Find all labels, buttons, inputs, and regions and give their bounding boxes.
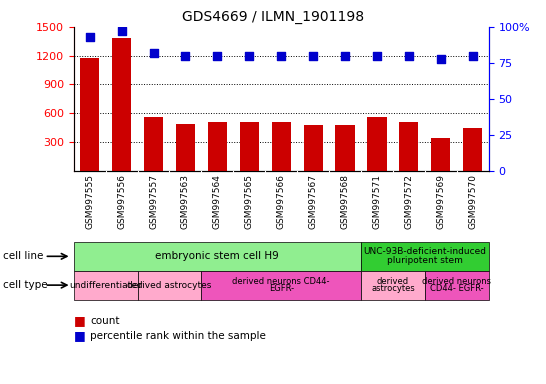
Text: percentile rank within the sample: percentile rank within the sample	[90, 331, 266, 341]
Point	[341, 53, 349, 59]
Text: EGFR-: EGFR-	[269, 285, 294, 293]
Text: astrocytes: astrocytes	[371, 285, 415, 293]
Text: GSM997566: GSM997566	[277, 174, 286, 229]
Text: GSM997571: GSM997571	[372, 174, 382, 229]
Point	[149, 50, 158, 56]
Text: UNC-93B-deficient-induced: UNC-93B-deficient-induced	[363, 247, 486, 256]
Bar	[176, 124, 195, 171]
Point	[85, 34, 94, 40]
Text: ■: ■	[74, 329, 86, 343]
Text: GSM997555: GSM997555	[85, 174, 94, 229]
Text: count: count	[90, 316, 120, 326]
Text: GSM997563: GSM997563	[181, 174, 190, 229]
Text: embryonic stem cell H9: embryonic stem cell H9	[156, 251, 279, 262]
Text: derived neurons: derived neurons	[422, 277, 491, 286]
Text: cell type: cell type	[3, 280, 48, 290]
Point	[245, 53, 254, 59]
Point	[213, 53, 222, 59]
Text: cell line: cell line	[3, 251, 43, 262]
Text: GSM997564: GSM997564	[213, 174, 222, 229]
Point	[308, 53, 317, 59]
Point	[277, 53, 286, 59]
Text: derived: derived	[377, 277, 409, 286]
Bar	[431, 138, 450, 171]
Point	[181, 53, 190, 59]
Text: GSM997567: GSM997567	[308, 174, 318, 229]
Text: GSM997565: GSM997565	[245, 174, 254, 229]
Text: GSM997570: GSM997570	[468, 174, 477, 229]
Bar	[463, 127, 482, 171]
Text: pluripotent stem: pluripotent stem	[387, 257, 463, 265]
Text: derived astrocytes: derived astrocytes	[127, 281, 212, 290]
Text: GSM997557: GSM997557	[149, 174, 158, 229]
Bar	[240, 122, 259, 171]
Text: CD44- EGFR-: CD44- EGFR-	[430, 285, 484, 293]
Point	[372, 53, 381, 59]
Point	[468, 53, 477, 59]
Text: ■: ■	[74, 314, 86, 327]
Text: derived neurons CD44-: derived neurons CD44-	[233, 277, 330, 286]
Bar	[399, 122, 418, 171]
Text: GDS4669 / ILMN_1901198: GDS4669 / ILMN_1901198	[182, 10, 364, 23]
Text: GSM997572: GSM997572	[405, 174, 413, 229]
Text: GSM997568: GSM997568	[341, 174, 349, 229]
Text: GSM997556: GSM997556	[117, 174, 126, 229]
Bar	[208, 122, 227, 171]
Point	[436, 56, 445, 62]
Point	[405, 53, 413, 59]
Bar	[271, 122, 291, 171]
Bar	[367, 117, 387, 171]
Bar	[112, 38, 131, 171]
Bar	[144, 117, 163, 171]
Bar	[304, 125, 323, 171]
Text: undifferentiated: undifferentiated	[69, 281, 143, 290]
Text: GSM997569: GSM997569	[436, 174, 446, 229]
Bar	[335, 125, 354, 171]
Bar	[80, 58, 99, 171]
Point	[117, 28, 126, 34]
